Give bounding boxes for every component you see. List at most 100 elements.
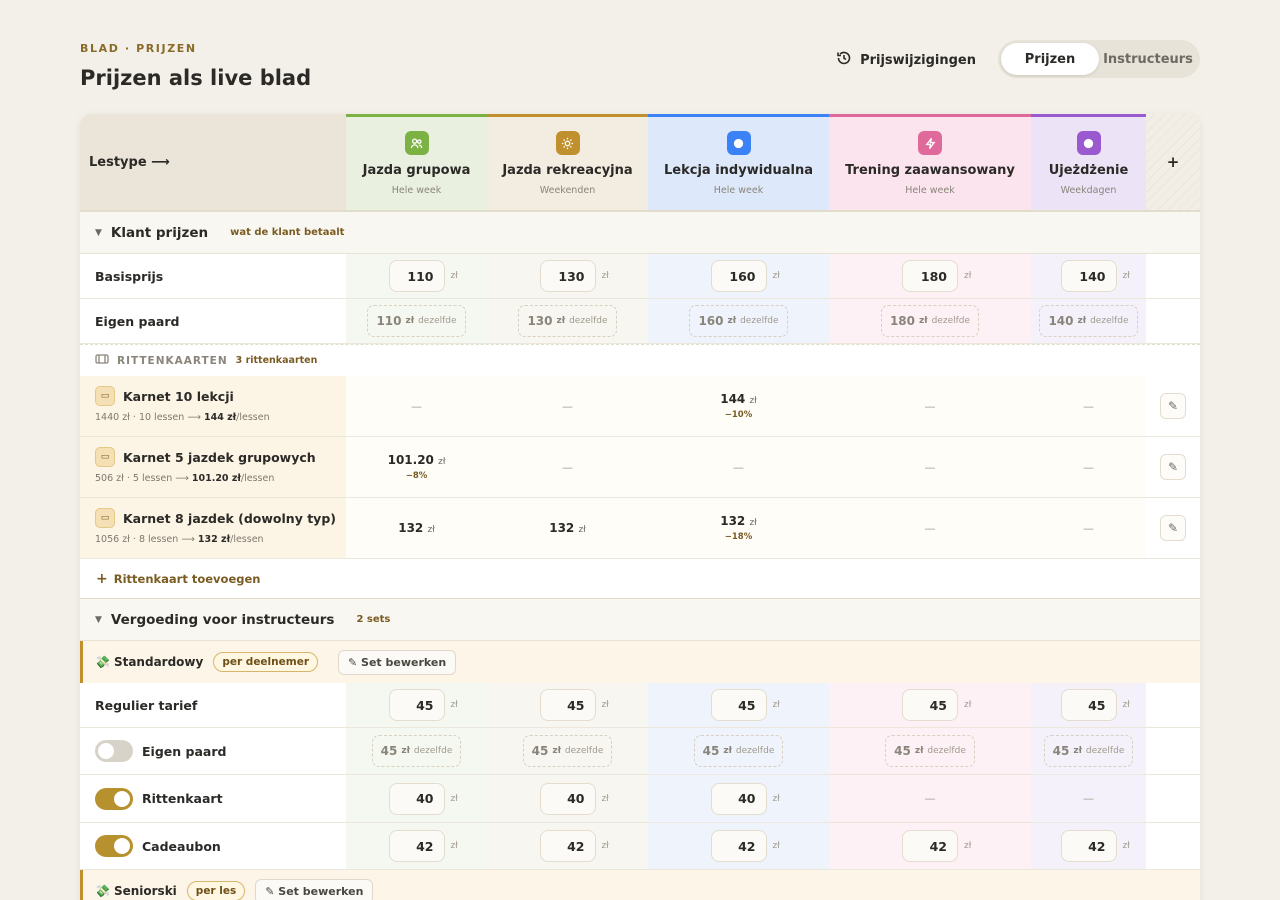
- pass-price: 132 zł: [398, 521, 435, 535]
- empty-value: —: [924, 460, 936, 474]
- rate-set-standard: 💸 Standardowy per deelnemer ✎ Set bewerke…: [80, 641, 1200, 683]
- gift-rate-toggle[interactable]: [95, 835, 133, 857]
- column-header-row: Lestype ⟶ Jazda grupowa Hele week Jazda …: [80, 114, 1200, 212]
- pass-discount: −10%: [724, 410, 753, 420]
- edit-pass-button[interactable]: ✎: [1160, 515, 1186, 541]
- page-header: BLAD · PRIJZEN Prijzen als live blad Pri…: [80, 40, 1200, 100]
- pass-info[interactable]: ▭ Karnet 8 jazdek (dowolny typ) 1056 zł ·…: [80, 498, 346, 558]
- circle-icon: [1076, 131, 1101, 155]
- tab-prices[interactable]: Prijzen: [1001, 43, 1099, 75]
- section-client-prices[interactable]: ▼ Klant prijzen wat de klant betaalt: [80, 212, 1200, 254]
- inherited-price[interactable]: 110 zł dezelfde: [367, 305, 466, 337]
- set-type-badge[interactable]: per deelnemer: [213, 652, 318, 672]
- rate-input[interactable]: 42: [1060, 830, 1117, 862]
- rate-input[interactable]: 45: [710, 689, 767, 721]
- inherited-price[interactable]: 180 zł dezelfde: [880, 305, 980, 337]
- price-input[interactable]: 160: [710, 260, 767, 292]
- chevron-down-icon[interactable]: ▼: [95, 227, 102, 238]
- price-history-label: Prijswijzigingen: [860, 52, 976, 68]
- ticket-icon: ▭: [95, 386, 115, 406]
- column-schedule: Weekenden: [539, 185, 596, 196]
- section-instructor-pay[interactable]: ▼ Vergoeding voor instructeurs 2 sets: [80, 599, 1200, 641]
- chevron-down-icon[interactable]: ▼: [95, 614, 102, 625]
- row-label: Basisprijs: [95, 268, 164, 284]
- view-switch: Prijzen Instructeurs: [998, 40, 1200, 78]
- row-base-price: Basisprijs 110 zł 130 zł 160 zł 180 zł 140 zł: [80, 254, 1200, 299]
- column-name: Trening zaawansowany: [845, 163, 1015, 178]
- pass-description: 1440 zł · 10 lessen ⟶ 144 zł/lessen: [95, 412, 270, 423]
- plus-icon: +: [96, 570, 108, 587]
- rate-input[interactable]: 45: [388, 689, 445, 721]
- currency-unit: zł: [772, 271, 780, 281]
- empty-value: —: [1083, 399, 1094, 413]
- column-header-individual[interactable]: Lekcja indywidualna Hele week: [648, 114, 829, 210]
- lesson-type-axis-label: Lestype ⟶: [80, 114, 346, 210]
- add-pass-button[interactable]: + Rittenkaart toevoegen: [80, 559, 1200, 599]
- column-name: Lekcja indywidualna: [664, 163, 813, 178]
- pass-description: 506 zł · 5 lessen ⟶ 101.20 zł/lessen: [95, 473, 275, 484]
- section-title: Klant prijzen: [110, 224, 209, 241]
- inherited-price[interactable]: 140 zł dezelfde: [1039, 305, 1138, 337]
- history-icon: [836, 50, 852, 70]
- price-input[interactable]: 130: [539, 260, 596, 292]
- rate-input[interactable]: 45: [539, 689, 596, 721]
- pass-name: Karnet 10 lekcji: [123, 388, 234, 404]
- rate-input[interactable]: 40: [388, 782, 445, 815]
- empty-value: —: [1083, 460, 1094, 474]
- empty-value: —: [411, 399, 422, 413]
- tab-instructors[interactable]: Instructeurs: [1103, 51, 1193, 67]
- inherited-rate[interactable]: 45 zł dezelfde: [522, 735, 613, 767]
- price-input[interactable]: 140: [1060, 260, 1117, 292]
- column-header-recreational[interactable]: Jazda rekreacyjna Weekenden: [487, 114, 648, 210]
- price-input[interactable]: 110: [388, 260, 445, 292]
- breadcrumb: BLAD · PRIJZEN: [80, 42, 197, 55]
- pass-info[interactable]: ▭ Karnet 5 jazdek grupowych 506 zł · 5 le…: [80, 437, 346, 497]
- rate-input[interactable]: 40: [710, 782, 767, 815]
- section-title: Vergoeding voor instructeurs: [110, 611, 335, 628]
- rate-input[interactable]: 40: [539, 782, 596, 815]
- rate-input[interactable]: 42: [902, 830, 958, 862]
- price-input[interactable]: 180: [902, 260, 958, 292]
- rate-input[interactable]: 45: [1060, 689, 1117, 721]
- money-icon: 💸: [95, 655, 110, 669]
- column-schedule: Weekdagen: [1060, 185, 1117, 196]
- own-horse-toggle[interactable]: [95, 740, 133, 762]
- pass-info[interactable]: ▭ Karnet 10 lekcji 1440 zł · 10 lessen ⟶ …: [80, 376, 346, 436]
- pass-description: 1056 zł · 8 lessen ⟶ 132 zł/lessen: [95, 534, 264, 545]
- edit-pass-button[interactable]: ✎: [1160, 393, 1186, 419]
- pass-price: 132 zł: [720, 514, 757, 528]
- bolt-icon: [918, 131, 942, 155]
- column-name: Ujeżdżenie: [1048, 163, 1129, 178]
- column-header-group[interactable]: Jazda grupowa Hele week: [346, 114, 487, 210]
- inherited-price[interactable]: 160 zł dezelfde: [689, 305, 788, 337]
- add-pass-label: Rittenkaart toevoegen: [113, 571, 261, 586]
- column-header-advanced[interactable]: Trening zaawansowany Hele week: [829, 114, 1031, 210]
- rate-input[interactable]: 42: [388, 830, 445, 862]
- pass-row: ▭ Karnet 10 lekcji 1440 zł · 10 lessen ⟶ …: [80, 376, 1200, 437]
- inherited-rate[interactable]: 45 zł dezelfde: [693, 735, 784, 767]
- add-column-button[interactable]: +: [1146, 114, 1200, 210]
- column-name: Jazda grupowa: [362, 163, 471, 178]
- price-history-button[interactable]: Prijswijzigingen: [836, 50, 976, 70]
- inherited-rate[interactable]: 45 zł dezelfde: [1043, 735, 1134, 767]
- rate-input[interactable]: 45: [902, 689, 958, 721]
- rate-input[interactable]: 42: [539, 830, 596, 862]
- edit-set-button[interactable]: ✎ Set bewerken: [338, 649, 457, 675]
- set-type-badge[interactable]: per les: [186, 881, 246, 900]
- pass-price: 144 zł: [720, 392, 757, 406]
- edit-set-button[interactable]: ✎ Set bewerken: [255, 878, 374, 900]
- row-label: Cadeaubon: [142, 838, 221, 854]
- pass-row: ▭ Karnet 5 jazdek grupowych 506 zł · 5 le…: [80, 437, 1200, 498]
- sun-icon: [555, 131, 580, 155]
- passes-title: RITTENKAARTEN: [117, 354, 228, 367]
- edit-pass-button[interactable]: ✎: [1160, 454, 1186, 480]
- row-label: Rittenkaart: [142, 791, 223, 806]
- inherited-rate[interactable]: 45 zł dezelfde: [885, 735, 975, 767]
- inherited-rate[interactable]: 45 zł dezelfde: [371, 735, 462, 767]
- circle-icon: [726, 131, 751, 155]
- row-regular-rate: Regulier tarief 45 zł 45 zł 45 zł 45 zł 45 zł: [80, 683, 1200, 728]
- rate-input[interactable]: 42: [710, 830, 767, 862]
- column-header-dressage[interactable]: Ujeżdżenie Weekdagen: [1031, 114, 1146, 210]
- inherited-price[interactable]: 130 zł dezelfde: [518, 305, 617, 337]
- pass-rate-toggle[interactable]: [95, 787, 133, 810]
